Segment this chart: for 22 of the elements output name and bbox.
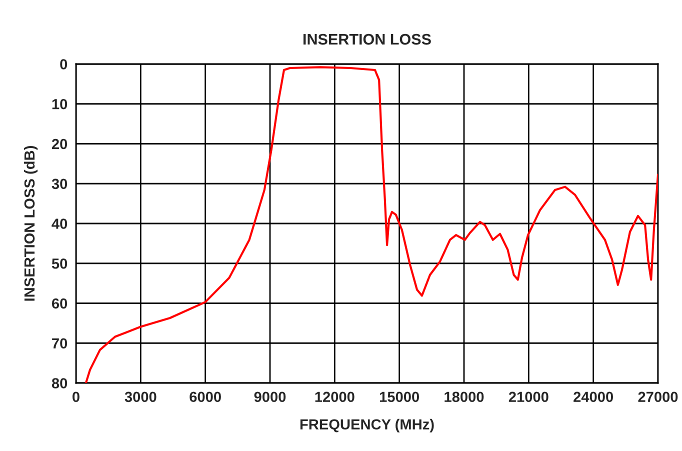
x-tick-label: 24000: [574, 392, 614, 402]
x-tick-label: 9000: [254, 392, 286, 402]
y-tick-label: 10: [52, 98, 68, 110]
y-axis-title: INSERTION LOSS (dB): [24, 146, 38, 301]
y-tick-label: 20: [52, 138, 68, 150]
x-tick-label: 0: [72, 392, 80, 402]
chart-title: INSERTION LOSS: [304, 34, 431, 45]
x-tick-label: 12000: [315, 392, 354, 402]
x-tick-label: 6000: [190, 392, 221, 402]
y-tick-label: 80: [52, 378, 68, 388]
y-tick-label: 70: [52, 338, 68, 349]
x-tick-label: 15000: [380, 392, 420, 402]
y-tick-label: 30: [52, 178, 68, 190]
x-tick-label: 27000: [638, 392, 678, 402]
y-tick-label: 40: [52, 218, 68, 229]
y-tick-label: 0: [60, 59, 68, 70]
x-axis-title: FREQUENCY (MHz): [300, 418, 434, 432]
x-tick-label: 3000: [124, 392, 156, 402]
y-tick-label: 60: [52, 298, 68, 309]
y-tick-label: 50: [52, 258, 68, 269]
x-tick-label: 21000: [508, 392, 548, 402]
x-tick-label: 18000: [444, 392, 484, 402]
